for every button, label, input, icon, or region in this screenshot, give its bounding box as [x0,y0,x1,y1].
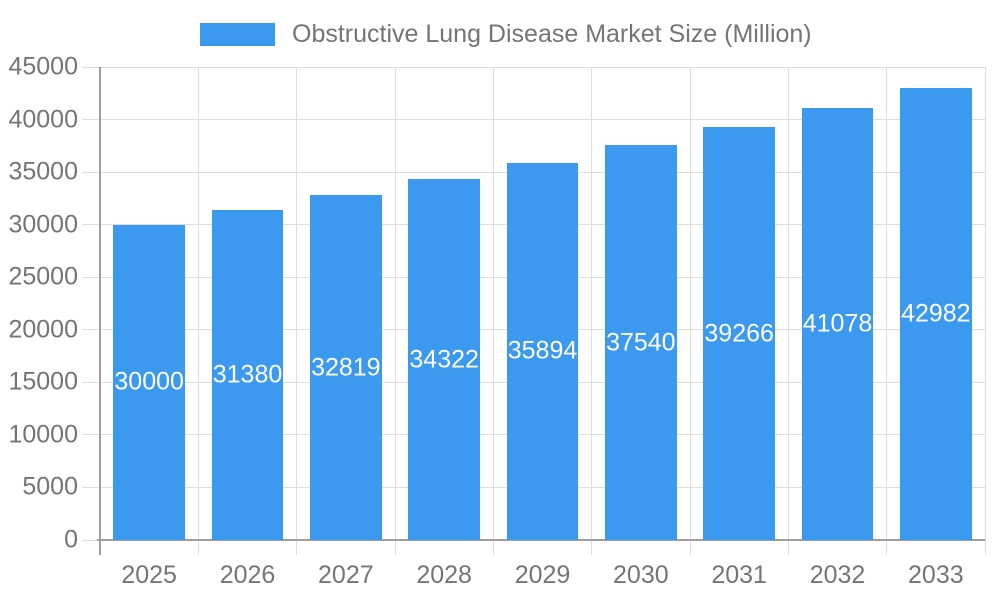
y-tick [82,381,100,383]
bar [506,162,579,540]
y-tick [82,66,100,68]
v-gridline [689,67,691,555]
bar [408,179,480,540]
bar [310,195,382,540]
y-axis-label: 35000 [8,157,78,186]
bar-value-label: 32819 [311,353,381,382]
bar [113,224,185,540]
v-gridline [591,67,593,555]
y-tick [82,434,100,436]
y-axis-label: 30000 [8,210,78,239]
y-axis-label: 20000 [8,315,78,344]
legend-label: Obstructive Lung Disease Market Size (Mi… [292,19,812,48]
bar-value-label: 39266 [704,319,774,348]
y-axis-label: 25000 [8,262,78,291]
y-tick [82,119,100,121]
bar-value-label: 31380 [212,360,283,389]
bar [605,145,677,540]
bar [900,88,972,540]
x-axis-label: 2025 [121,561,177,589]
bar-value-label: 41078 [802,309,873,338]
bar [211,210,284,540]
v-gridline [492,67,494,555]
x-axis-line [97,539,985,541]
x-axis-label: 2026 [219,561,276,589]
y-axis-label: 40000 [8,105,78,134]
bar [703,127,775,540]
bar-value-label: 30000 [114,367,184,396]
y-tick [82,171,100,173]
y-tick [82,486,100,488]
legend-swatch [200,22,275,46]
y-axis-label: 0 [64,525,78,554]
bar-value-label: 35894 [507,336,578,365]
x-axis-label: 2028 [416,561,472,589]
v-gridline [984,67,986,555]
y-gridline [100,66,985,68]
x-axis-label: 2030 [613,561,669,589]
x-axis-label: 2032 [809,561,866,589]
x-axis-label: 2031 [711,561,767,589]
bar [801,108,874,540]
legend: Obstructive Lung Disease Market Size (Mi… [200,19,812,48]
bar-value-label: 37540 [606,328,676,357]
v-gridline [787,67,789,555]
x-axis-label: 2033 [908,561,964,589]
y-axis-label: 10000 [8,420,78,449]
bar-value-label: 34322 [409,345,479,374]
y-gridline [100,119,985,121]
y-axis-line [99,67,101,555]
x-axis-label: 2027 [318,561,374,589]
v-gridline [394,67,396,555]
y-axis-label: 45000 [8,52,78,81]
v-gridline [296,67,298,555]
y-axis-label: 15000 [8,367,78,396]
bar-value-label: 42982 [901,299,971,328]
y-tick [82,224,100,226]
y-tick [82,276,100,278]
y-tick [82,539,100,541]
y-tick [82,329,100,331]
v-gridline [197,67,199,555]
v-gridline [886,67,888,555]
y-axis-label: 5000 [22,472,78,501]
x-axis-label: 2029 [514,561,571,589]
